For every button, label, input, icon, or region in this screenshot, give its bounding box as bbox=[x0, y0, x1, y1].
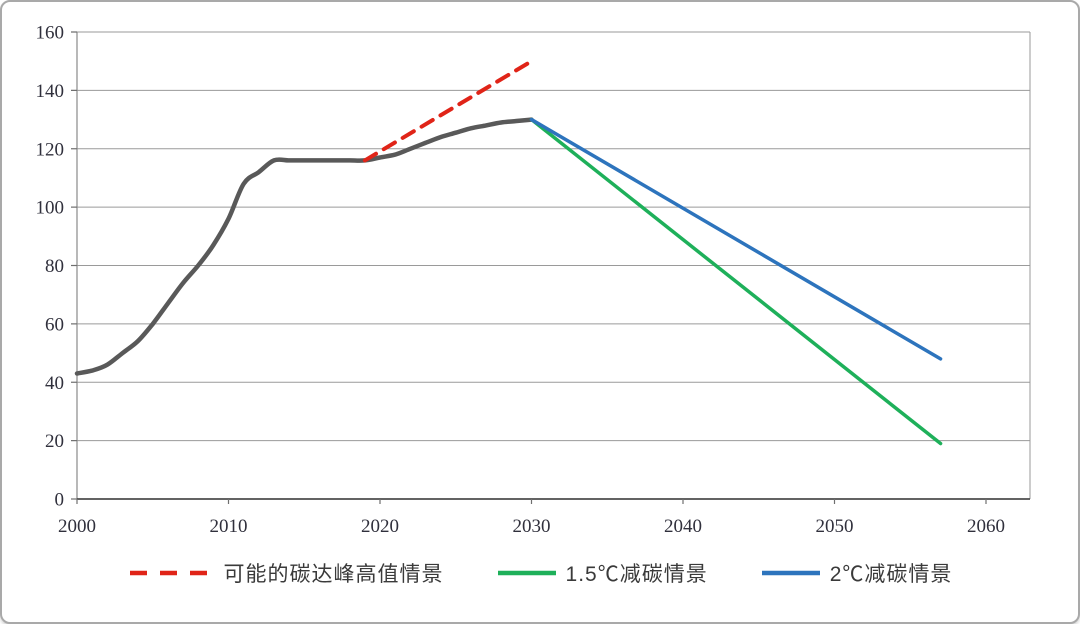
legend-swatch-green-line-icon bbox=[497, 570, 556, 576]
series-peak-high-scenario bbox=[362, 59, 534, 163]
x-tick-label: 2010 bbox=[210, 516, 248, 537]
y-tick-label: 80 bbox=[45, 256, 64, 277]
legend-item-2c-scenario: 2℃减碳情景 bbox=[760, 558, 953, 588]
y-tick-label: 20 bbox=[45, 431, 64, 452]
legend-item-peak-high-scenario: 可能的碳达峰高值情景 bbox=[128, 558, 444, 588]
x-tick-label: 2040 bbox=[664, 516, 702, 537]
x-tick-label: 2020 bbox=[361, 516, 399, 537]
x-tick-label: 2050 bbox=[816, 516, 854, 537]
y-tick-label: 140 bbox=[36, 81, 65, 102]
axis-ticks bbox=[71, 31, 987, 504]
legend-label-2c-scenario: 2℃减碳情景 bbox=[829, 563, 953, 586]
series-scenario-1p5c bbox=[529, 117, 943, 446]
chart-legend: 可能的碳达峰高值情景 1.5℃减碳情景 2℃减碳情景 bbox=[2, 558, 1078, 588]
y-tick-label: 0 bbox=[55, 490, 65, 511]
series-scenario-2c bbox=[529, 117, 943, 361]
y-axis-labels: 0 20 40 60 80 100 120 140 160 bbox=[36, 23, 65, 511]
series-historical-emissions bbox=[74, 117, 534, 376]
y-tick-label: 100 bbox=[36, 198, 65, 219]
legend-item-1p5c-scenario: 1.5℃减碳情景 bbox=[496, 558, 708, 588]
legend-swatch-blue-line-icon bbox=[761, 570, 820, 576]
y-tick-label: 60 bbox=[45, 314, 64, 335]
x-tick-label: 2000 bbox=[58, 516, 96, 537]
legend-label-1p5c-scenario: 1.5℃减碳情景 bbox=[565, 563, 708, 586]
x-tick-label: 2060 bbox=[967, 516, 1005, 537]
legend-swatch-red-dashed-icon bbox=[129, 570, 214, 576]
y-tick-label: 40 bbox=[45, 373, 64, 394]
x-axis-labels: 2000 2010 2020 2030 2040 2050 2060 bbox=[58, 516, 1005, 537]
y-tick-label: 120 bbox=[36, 139, 65, 160]
legend-label-peak-high-scenario: 可能的碳达峰高值情景 bbox=[223, 563, 444, 586]
x-tick-label: 2030 bbox=[513, 516, 551, 537]
y-tick-label: 160 bbox=[36, 23, 65, 44]
